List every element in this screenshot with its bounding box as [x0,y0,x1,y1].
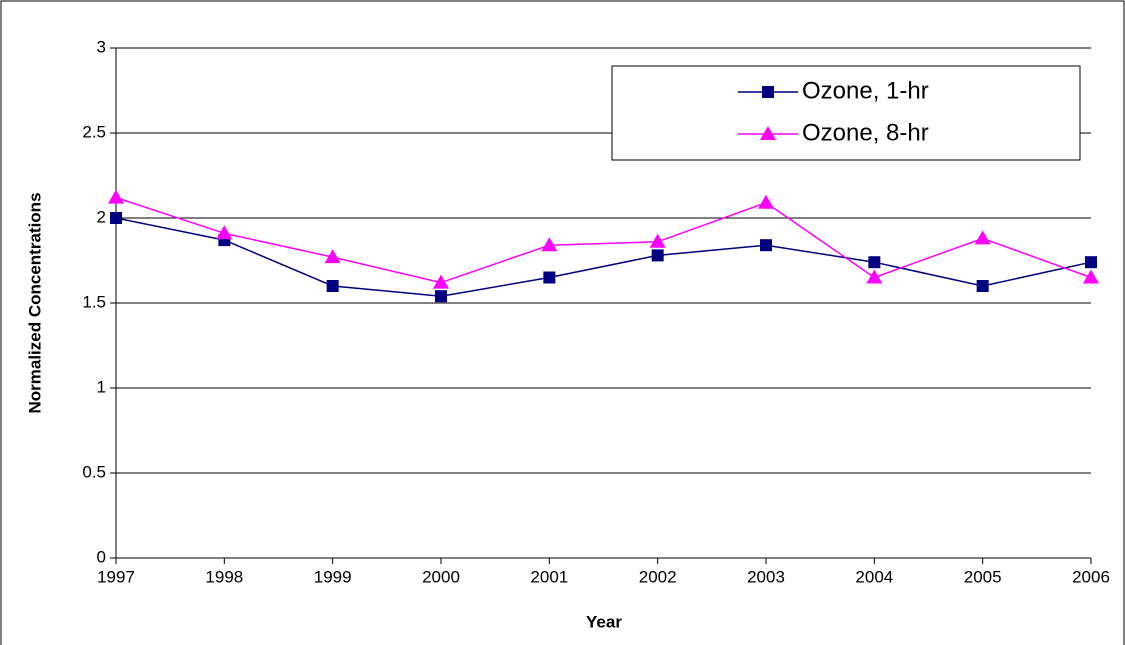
marker [541,237,558,252]
marker [435,290,447,303]
legend-label: Ozone, 1-hr [802,77,929,104]
series-line [115,217,1092,297]
y-tick-label: 2 [97,207,106,226]
marker [649,233,666,248]
y-tick-label: 0.5 [82,462,106,481]
marker [760,239,772,252]
x-tick-label: 2002 [639,567,677,586]
marker [433,274,449,289]
y-tick-label: 1.5 [82,292,106,311]
marker [760,126,776,140]
marker [1085,256,1097,269]
marker [651,249,664,262]
x-tick-label: 2005 [964,567,1002,586]
marker [974,230,991,245]
y-tick-label: 1 [97,377,106,396]
legend-label: Ozone, 8-hr [802,119,929,146]
x-axis-title: Year [586,612,622,631]
x-tick-label: 2003 [747,567,785,586]
x-tick-label: 2006 [1072,567,1110,586]
marker [110,212,122,224]
marker [758,194,774,209]
x-tick-label: 1999 [314,567,352,586]
y-tick-label: 2.5 [82,122,106,141]
marker [108,189,124,204]
series-line [115,196,1092,284]
x-tick-label: 1997 [97,567,135,586]
marker [866,269,883,284]
marker [868,256,881,269]
legend-box [611,65,1081,161]
y-tick-label: 3 [97,37,106,56]
marker [1083,269,1099,284]
x-tick-label: 2001 [530,567,568,586]
marker [976,280,989,292]
x-tick-label: 1998 [205,567,243,586]
x-tick-label: 2000 [422,567,460,586]
y-tick-label: 0 [97,547,106,566]
x-tick-label: 2004 [855,567,893,586]
y-axis-title: Normalized Concentrations [25,192,44,413]
marker [326,280,339,292]
marker [324,249,341,264]
marker [216,225,233,240]
marker [543,271,556,284]
marker [762,86,774,98]
